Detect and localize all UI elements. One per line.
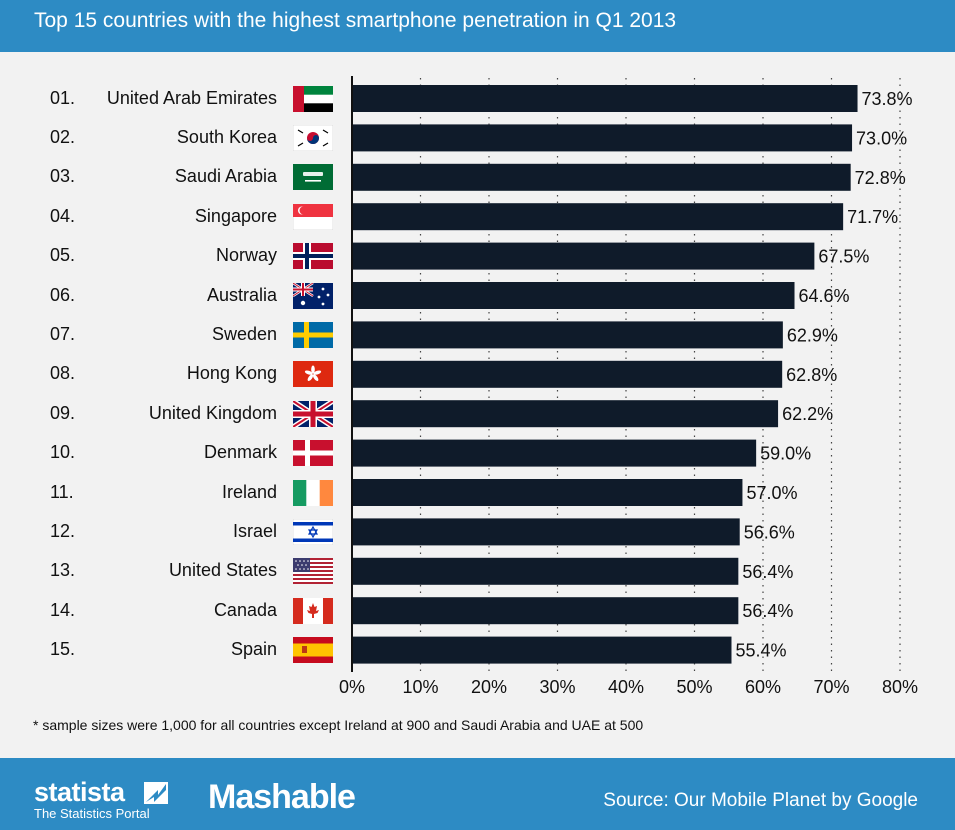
data-label: 73.8% [862, 89, 913, 109]
rank-label: 08. [50, 363, 76, 384]
bar [353, 360, 783, 388]
category-label: Israel [232, 520, 277, 541]
rank-label: 10. [50, 442, 76, 463]
bar [353, 242, 815, 270]
category-label: Singapore [194, 205, 277, 226]
usa-flag-icon [293, 558, 333, 585]
bar [353, 400, 779, 428]
bar [353, 85, 858, 112]
category-label: Canada [213, 599, 277, 620]
chart-plot: 73.8% 73.0% 72.8% 71.7% 67.5% 64.6% 62.9% 62.8%… [339, 76, 918, 697]
x-tick-label: 80% [882, 677, 918, 697]
category-label: United Kingdom [148, 402, 277, 423]
ireland-flag-icon [293, 479, 333, 506]
chart-title: Top 15 countries with the highest smartp… [34, 9, 677, 32]
data-label: 62.8% [786, 365, 837, 385]
bar [353, 439, 757, 467]
rank-label: 14. [50, 599, 76, 620]
data-label: 72.8% [855, 168, 906, 188]
uae-flag-icon [293, 85, 333, 112]
bar [353, 321, 783, 349]
singapore-flag-icon [293, 203, 333, 230]
bar [353, 518, 740, 546]
x-tick-label: 50% [676, 677, 712, 697]
spain-flag-icon [293, 637, 333, 664]
source-credit: Source: Our Mobile Planet by Google [603, 790, 918, 811]
x-tick-label: 10% [402, 677, 438, 697]
category-label: United Arab Emirates [106, 87, 277, 108]
uk-flag-icon [293, 400, 333, 427]
bar [353, 479, 743, 506]
norway-flag-icon [293, 243, 333, 270]
sweden-flag-icon [293, 321, 333, 348]
bar [353, 163, 851, 191]
bar [353, 557, 739, 585]
rank-label: 04. [50, 205, 76, 226]
bar [353, 636, 732, 664]
statista-logo[interactable]: statista The Statistics Portal [34, 777, 168, 822]
rank-label: 13. [50, 560, 76, 581]
bar [353, 124, 853, 152]
x-tick-label: 20% [471, 677, 507, 697]
bar-chart: 73.8% 73.0% 72.8% 71.7% 67.5% 64.6% 62.9% 62.8%… [0, 52, 955, 712]
data-label: 56.4% [742, 562, 793, 582]
statista-tagline: The Statistics Portal [34, 806, 150, 821]
category-label: Australia [206, 284, 277, 305]
rank-label: 07. [50, 323, 76, 344]
denmark-flag-icon [293, 440, 333, 467]
data-label: 67.5% [818, 247, 869, 267]
x-tick-label: 70% [813, 677, 849, 697]
rank-label: 12. [50, 520, 76, 541]
hong-kong-flag-icon [293, 361, 333, 388]
statista-wordmark: statista [34, 777, 125, 807]
mashable-logo[interactable]: Mashable [208, 778, 356, 816]
category-label: Hong Kong [186, 363, 277, 384]
x-tick-label: 30% [539, 677, 575, 697]
x-tick-label: 0% [339, 677, 365, 697]
header-bar: Top 15 countries with the highest smartp… [0, 0, 955, 52]
data-label: 55.4% [735, 641, 786, 661]
data-label: 57.0% [746, 483, 797, 503]
data-label: 73.0% [856, 128, 907, 148]
data-label: 59.0% [760, 444, 811, 464]
rank-label: 15. [50, 639, 76, 660]
category-label: South Korea [176, 126, 277, 147]
rank-label: 11. [50, 481, 74, 502]
rank-label: 02. [50, 126, 76, 147]
data-label: 62.2% [782, 404, 833, 424]
data-label: 62.9% [787, 325, 838, 345]
category-label: Ireland [221, 481, 277, 502]
rank-label: 03. [50, 166, 76, 187]
rank-label: 05. [50, 245, 76, 266]
x-tick-label: 40% [608, 677, 644, 697]
south-korea-flag-icon [293, 124, 333, 151]
rank-label: 06. [50, 284, 76, 305]
bar [353, 282, 795, 309]
data-label: 56.4% [742, 601, 793, 621]
footnote: * sample sizes were 1,000 for all countr… [33, 717, 644, 733]
australia-flag-icon [293, 282, 333, 309]
footer-bar: statista The Statistics Portal Mashable … [0, 758, 955, 830]
category-label: Denmark [203, 442, 277, 463]
bar [353, 597, 739, 625]
rank-label: 09. [50, 402, 76, 423]
data-label: 64.6% [799, 286, 850, 306]
data-label: 56.6% [744, 522, 795, 542]
x-tick-label: 60% [745, 677, 781, 697]
data-label: 71.7% [847, 207, 898, 227]
saudi-arabia-flag-icon [293, 164, 333, 191]
category-label: Norway [215, 245, 277, 266]
statista-logo-icon [144, 782, 168, 804]
category-label: Spain [230, 639, 277, 660]
category-label: Sweden [211, 323, 277, 344]
category-label: United States [168, 560, 277, 581]
category-label: Saudi Arabia [174, 166, 277, 187]
israel-flag-icon [293, 518, 333, 545]
bar [353, 203, 844, 231]
canada-flag-icon [293, 597, 333, 624]
rank-label: 01. [50, 87, 76, 108]
